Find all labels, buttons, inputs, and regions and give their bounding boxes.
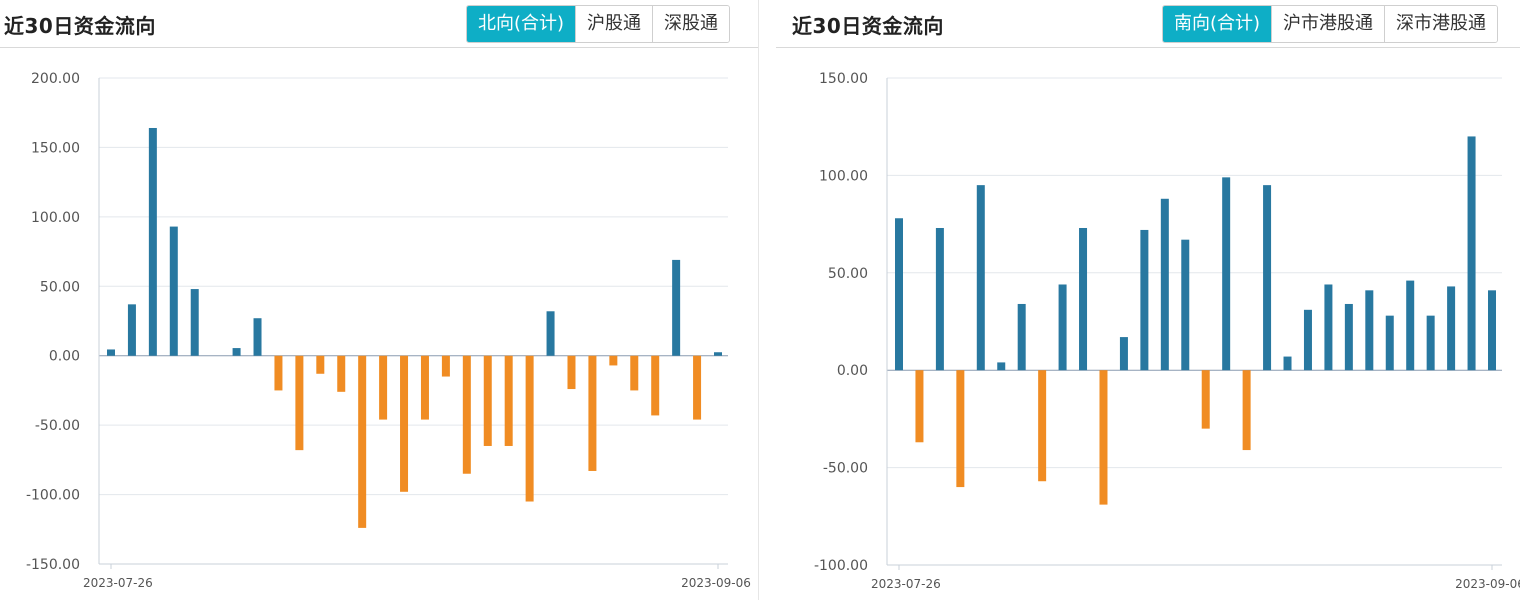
north-y-tick-label: -150.00 xyxy=(26,557,80,573)
tab-shenzhen-connect[interactable]: 深股通 xyxy=(652,6,730,42)
north-x-date-label: 2023-09-06 xyxy=(681,576,751,590)
north-bar xyxy=(107,349,115,356)
north-bar xyxy=(546,311,555,356)
south-bar xyxy=(935,227,944,371)
south-y-tick-label: 150.00 xyxy=(819,71,868,87)
north-bar xyxy=(316,355,325,374)
southbound-flow-chart: 150.00100.0050.000.00-50.00-100.002023-0… xyxy=(814,71,1520,591)
north-bar xyxy=(358,355,367,528)
south-bar xyxy=(1344,303,1353,371)
southbound-header: 近30日资金流向 南向(合计) 沪市港股通 深市港股通 xyxy=(776,0,1520,48)
north-y-tick-label: 0.00 xyxy=(49,349,80,365)
south-bar xyxy=(1426,315,1435,371)
south-bar xyxy=(1160,198,1169,371)
southbound-title: 近30日资金流向 xyxy=(792,14,944,38)
north-bar xyxy=(714,352,722,356)
north-bar xyxy=(441,355,450,377)
north-y-tick-label: 200.00 xyxy=(31,71,80,87)
northbound-panel: 近30日资金流向 北向(合计) 沪股通 深股通 200.00 150.00 100.… xyxy=(0,0,758,600)
south-y-tick-label: -100.00 xyxy=(814,558,868,574)
south-bar xyxy=(1201,370,1210,429)
north-y-tick-label: 150.00 xyxy=(31,140,80,156)
north-x-date-label: 2023-07-26 xyxy=(83,576,153,590)
tab-shanghai-hk-connect[interactable]: 沪市港股通 xyxy=(1271,6,1385,42)
south-bar xyxy=(1119,337,1128,371)
tab-shenzhen-hk-connect[interactable]: 深市港股通 xyxy=(1384,6,1498,42)
south-bar xyxy=(997,362,1006,371)
north-y-tick-label: -100.00 xyxy=(26,488,80,504)
north-bar xyxy=(420,355,429,420)
south-bar xyxy=(1181,239,1190,371)
north-y-tick-label: 100.00 xyxy=(31,210,80,226)
south-x-date-label: 2023-07-26 xyxy=(871,577,941,591)
south-bar xyxy=(1263,185,1272,371)
south-bar xyxy=(1038,370,1047,482)
panel-divider xyxy=(758,0,759,600)
north-bar xyxy=(483,355,492,446)
south-bar xyxy=(1099,370,1108,505)
southbound-tabs: 南向(合计) 沪市港股通 深市港股通 xyxy=(1162,5,1499,43)
south-bar xyxy=(1222,177,1231,371)
north-bar xyxy=(253,318,262,356)
south-bar xyxy=(956,370,965,488)
south-bar xyxy=(976,185,985,371)
south-bar xyxy=(1447,286,1456,371)
north-bar xyxy=(567,355,576,390)
south-bar xyxy=(1385,315,1394,371)
northbound-title: 近30日资金流向 xyxy=(4,14,156,38)
north-y-tick-label: 50.00 xyxy=(40,279,80,295)
north-bar xyxy=(337,355,346,392)
south-bar xyxy=(1058,284,1067,371)
north-bar xyxy=(232,348,241,356)
south-y-tick-label: -50.00 xyxy=(823,461,868,477)
north-bar xyxy=(630,355,639,391)
south-bar xyxy=(1406,280,1415,371)
north-bar xyxy=(672,259,681,356)
tab-northbound-total[interactable]: 北向(合计) xyxy=(467,6,576,42)
south-y-tick-label: 50.00 xyxy=(828,266,868,282)
south-bar xyxy=(915,370,924,443)
north-bar xyxy=(295,355,304,451)
northbound-header: 近30日资金流向 北向(合计) 沪股通 深股通 xyxy=(0,0,758,48)
north-bar xyxy=(148,127,157,356)
south-bar xyxy=(1303,309,1312,371)
south-bar xyxy=(1242,370,1251,451)
south-bar xyxy=(1324,284,1333,371)
south-bar xyxy=(1365,290,1374,371)
south-bar xyxy=(1488,290,1496,371)
north-bar xyxy=(525,355,534,502)
south-bar xyxy=(1283,356,1292,371)
south-x-date-label: 2023-09-06 xyxy=(1455,577,1520,591)
south-bar xyxy=(1140,229,1149,371)
tab-shanghai-connect[interactable]: 沪股通 xyxy=(575,6,653,42)
south-bar xyxy=(1017,303,1026,371)
north-bar xyxy=(609,355,618,366)
north-bar xyxy=(127,304,136,356)
north-bar xyxy=(400,355,409,492)
south-bar xyxy=(1467,136,1476,371)
north-bar xyxy=(274,355,283,391)
tab-southbound-total[interactable]: 南向(合计) xyxy=(1163,6,1272,42)
north-bar xyxy=(693,355,702,420)
north-bar xyxy=(462,355,471,474)
north-bar xyxy=(190,289,199,356)
north-bar xyxy=(504,355,513,446)
north-bar xyxy=(651,355,660,416)
south-y-tick-label: 0.00 xyxy=(837,363,868,379)
north-bar xyxy=(379,355,388,420)
southbound-panel: 近30日资金流向 南向(合计) 沪市港股通 深市港股通 150.00 100.00… xyxy=(776,0,1520,600)
south-bar xyxy=(1079,227,1088,371)
north-bar xyxy=(588,355,597,471)
north-bar xyxy=(169,226,178,356)
south-y-tick-label: 100.00 xyxy=(819,168,868,184)
north-y-tick-label: -50.00 xyxy=(35,418,80,434)
south-bar xyxy=(895,218,903,371)
northbound-flow-chart: 200.00 150.00 100.00 50.00 0.00 -50.00 -100.00… xyxy=(26,71,751,590)
northbound-tabs: 北向(合计) 沪股通 深股通 xyxy=(466,5,731,43)
